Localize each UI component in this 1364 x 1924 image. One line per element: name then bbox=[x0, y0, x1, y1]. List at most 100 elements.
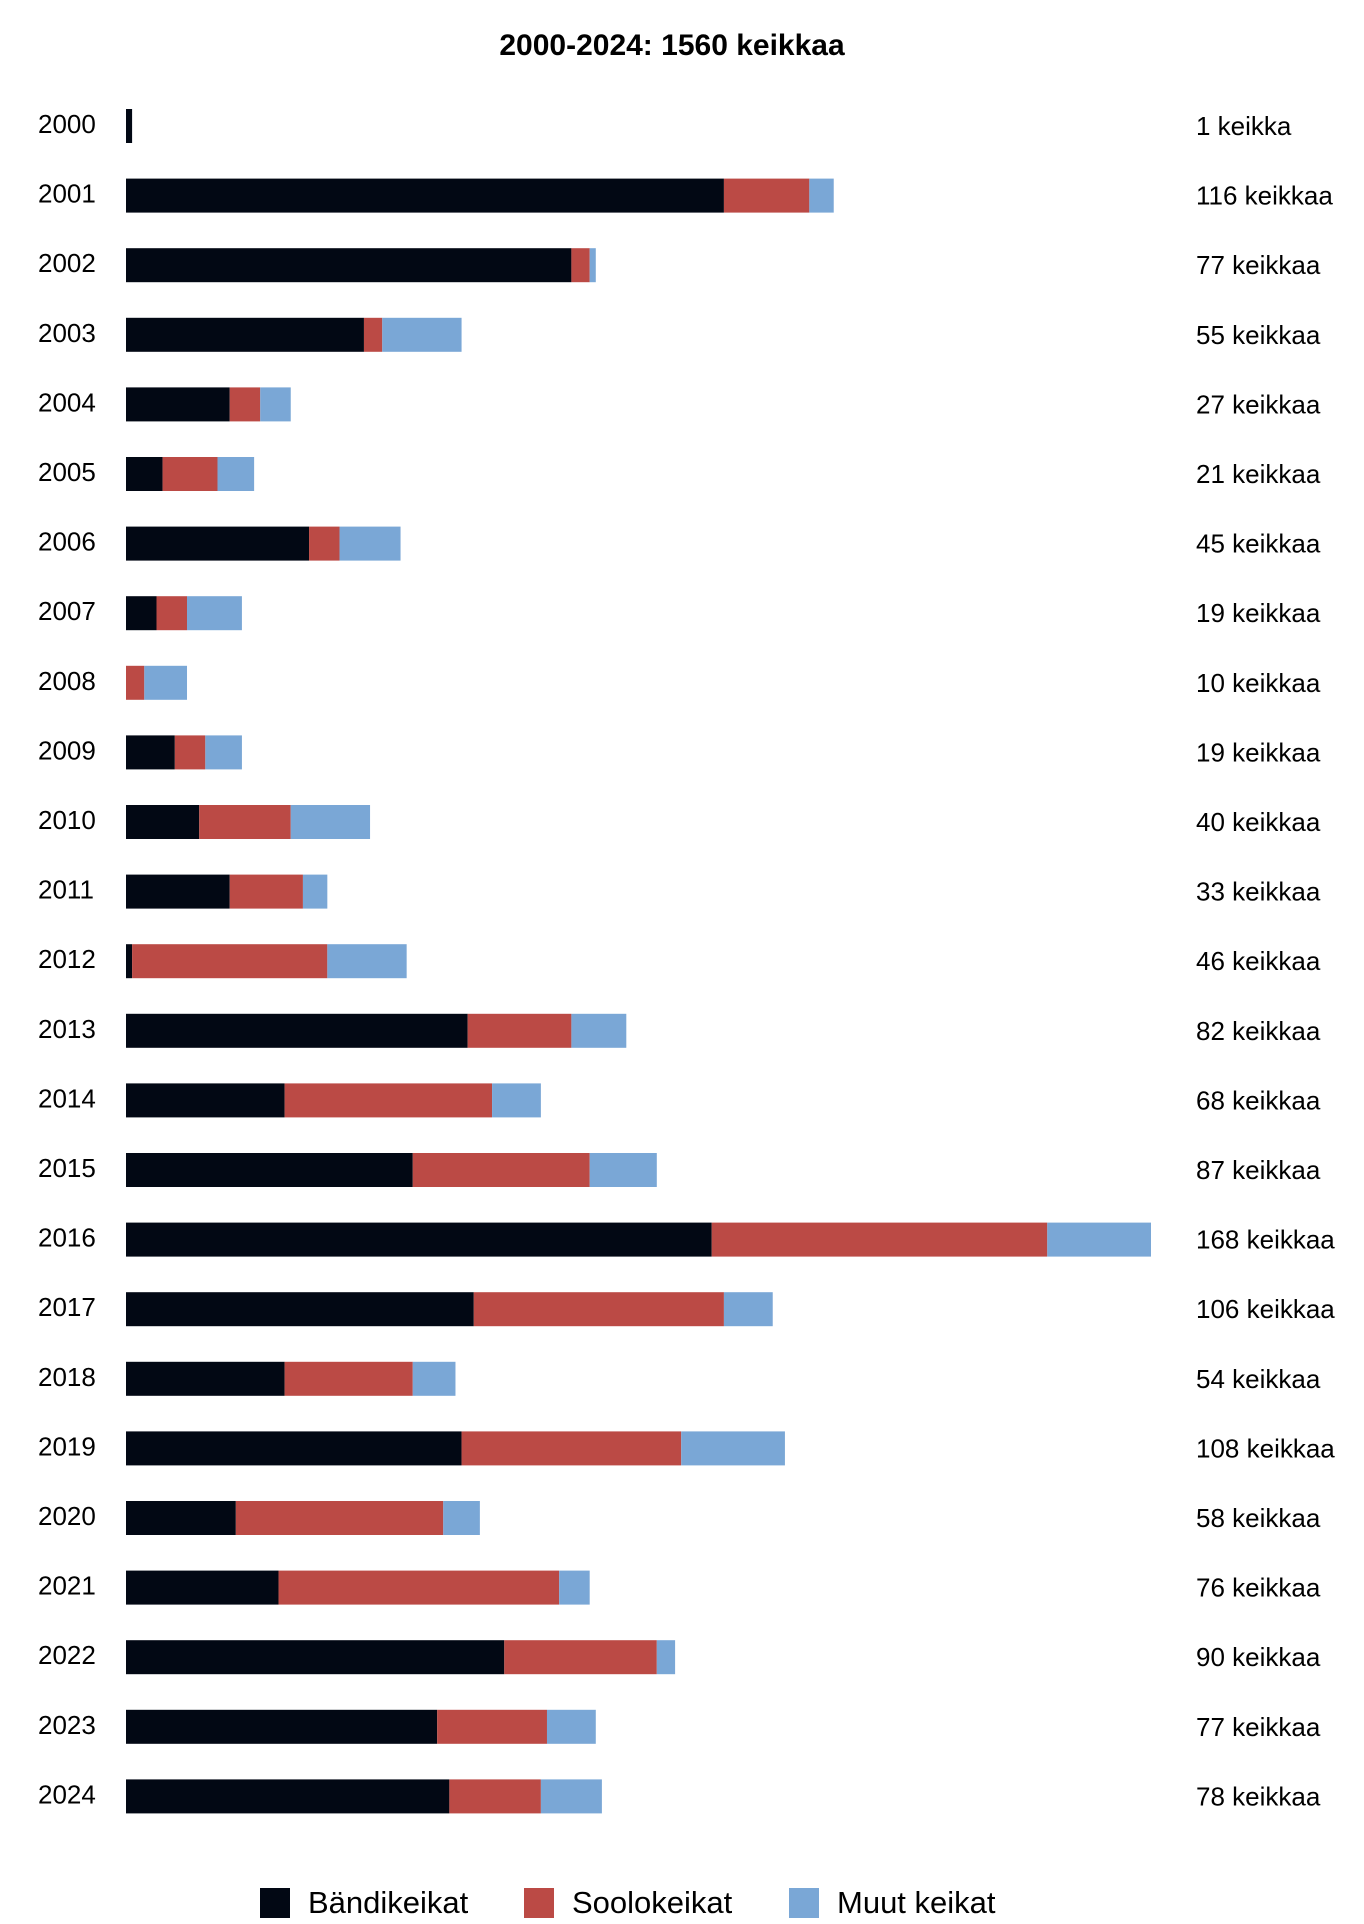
total-label: 76 keikkaa bbox=[1196, 1573, 1321, 1603]
bar-segment-soolokeikat bbox=[229, 874, 303, 909]
total-label: 21 keikkaa bbox=[1196, 459, 1321, 489]
year-label: 2004 bbox=[38, 387, 96, 417]
bar-segment-muut-keikat bbox=[327, 944, 407, 979]
bar-segment-b-ndikeikat bbox=[126, 1501, 236, 1535]
bar-segment-soolokeikat bbox=[284, 1083, 493, 1118]
bar-segment-muut-keikat bbox=[217, 457, 255, 491]
year-label: 2003 bbox=[38, 318, 96, 348]
bar-segment-soolokeikat bbox=[412, 1153, 590, 1187]
bar-segment-muut-keikat bbox=[302, 874, 328, 909]
bar-segment-muut-keikat bbox=[260, 387, 291, 422]
bar-row-2012: 2012 46 keikkaa bbox=[38, 944, 1321, 979]
bar-segment-soolokeikat bbox=[363, 317, 383, 352]
bar-row-2019: 2019 108 keikkaa bbox=[38, 1431, 1335, 1466]
bar-row-2003: 2003 55 keikkaa bbox=[38, 317, 1321, 352]
total-label: 77 keikkaa bbox=[1196, 1712, 1321, 1742]
total-label: 45 keikkaa bbox=[1196, 529, 1321, 559]
bar-segment-b-ndikeikat bbox=[126, 317, 364, 352]
bar-segment-b-ndikeikat bbox=[126, 248, 572, 283]
chart-rows: 2000 1 keikka 2001 116 keikkaa 2002 77 keikka… bbox=[38, 109, 1335, 1814]
bar-segment-b-ndikeikat bbox=[126, 1222, 712, 1257]
bar-segment-soolokeikat bbox=[278, 1570, 560, 1605]
year-label: 2013 bbox=[38, 1014, 96, 1044]
total-label: 87 keikkaa bbox=[1196, 1155, 1321, 1185]
year-label: 2023 bbox=[38, 1710, 96, 1740]
bar-segment-soolokeikat bbox=[437, 1709, 547, 1744]
bar-segment-muut-keikat bbox=[1047, 1222, 1151, 1257]
year-label: 2010 bbox=[38, 805, 96, 835]
legend-swatch bbox=[789, 1888, 819, 1918]
bar-row-2005: 2005 21 keikkaa bbox=[38, 457, 1321, 491]
bar-segment-soolokeikat bbox=[199, 805, 291, 839]
bar-row-2016: 2016 168 keikkaa bbox=[38, 1222, 1335, 1257]
year-label: 2021 bbox=[38, 1571, 96, 1601]
bar-row-2001: 2001 116 keikkaa bbox=[38, 178, 1333, 213]
bar-segment-b-ndikeikat bbox=[126, 457, 163, 491]
year-label: 2022 bbox=[38, 1640, 96, 1670]
bar-row-2021: 2021 76 keikkaa bbox=[38, 1570, 1321, 1605]
bar-segment-muut-keikat bbox=[339, 526, 401, 561]
year-label: 2002 bbox=[38, 248, 96, 278]
bar-row-2002: 2002 77 keikkaa bbox=[38, 248, 1321, 283]
bar-segment-b-ndikeikat bbox=[126, 1153, 413, 1187]
total-label: 77 keikkaa bbox=[1196, 250, 1321, 280]
total-label: 68 keikkaa bbox=[1196, 1085, 1321, 1115]
bar-segment-b-ndikeikat bbox=[126, 805, 200, 839]
bar-segment-muut-keikat bbox=[205, 735, 242, 770]
bar-row-2023: 2023 77 keikkaa bbox=[38, 1709, 1321, 1744]
year-label: 2001 bbox=[38, 179, 96, 209]
bar-segment-soolokeikat bbox=[473, 1292, 724, 1327]
bar-segment-soolokeikat bbox=[461, 1431, 682, 1466]
bar-segment-soolokeikat bbox=[571, 248, 590, 283]
legend: Bändikeikat Soolokeikat Muut keikat bbox=[260, 1885, 996, 1920]
bar-row-2006: 2006 45 keikkaa bbox=[38, 526, 1321, 561]
bar-row-2000: 2000 1 keikka bbox=[38, 109, 1292, 143]
bar-segment-b-ndikeikat bbox=[126, 874, 230, 909]
bar-segment-muut-keikat bbox=[443, 1501, 480, 1535]
bar-row-2004: 2004 27 keikkaa bbox=[38, 387, 1321, 422]
bar-segment-muut-keikat bbox=[492, 1083, 541, 1118]
year-label: 2000 bbox=[38, 109, 96, 139]
year-label: 2016 bbox=[38, 1223, 96, 1253]
year-label: 2020 bbox=[38, 1501, 96, 1531]
year-label: 2019 bbox=[38, 1431, 96, 1461]
bar-segment-b-ndikeikat bbox=[126, 1292, 474, 1327]
year-label: 2018 bbox=[38, 1362, 96, 1392]
total-label: 168 keikkaa bbox=[1196, 1225, 1335, 1255]
bar-segment-muut-keikat bbox=[571, 1013, 627, 1048]
bar-segment-muut-keikat bbox=[589, 1153, 657, 1187]
bar-segment-b-ndikeikat bbox=[126, 1779, 450, 1814]
total-label: 55 keikkaa bbox=[1196, 320, 1321, 350]
bar-segment-b-ndikeikat bbox=[126, 526, 310, 561]
bar-segment-soolokeikat bbox=[174, 735, 206, 770]
bar-segment-soolokeikat bbox=[449, 1779, 541, 1814]
bar-segment-muut-keikat bbox=[382, 317, 462, 352]
total-label: 46 keikkaa bbox=[1196, 946, 1321, 976]
bar-segment-soolokeikat bbox=[723, 178, 810, 213]
year-label: 2017 bbox=[38, 1292, 96, 1322]
bar-segment-soolokeikat bbox=[711, 1222, 1048, 1257]
bar-segment-b-ndikeikat bbox=[126, 944, 133, 979]
bar-segment-b-ndikeikat bbox=[126, 596, 157, 631]
bar-segment-soolokeikat bbox=[504, 1640, 657, 1675]
total-label: 106 keikkaa bbox=[1196, 1294, 1335, 1324]
bar-segment-soolokeikat bbox=[229, 387, 261, 422]
bar-row-2024: 2024 78 keikkaa bbox=[38, 1779, 1321, 1814]
bar-row-2011: 2011 33 keikkaa bbox=[38, 874, 1321, 909]
total-label: 33 keikkaa bbox=[1196, 877, 1321, 907]
bar-segment-soolokeikat bbox=[235, 1501, 444, 1535]
bar-row-2015: 2015 87 keikkaa bbox=[38, 1153, 1321, 1187]
year-label: 2024 bbox=[38, 1779, 96, 1809]
bar-segment-b-ndikeikat bbox=[126, 387, 230, 422]
bar-segment-soolokeikat bbox=[467, 1013, 572, 1048]
total-label: 108 keikkaa bbox=[1196, 1433, 1335, 1463]
legend-item: Bändikeikat bbox=[260, 1885, 469, 1920]
bar-segment-soolokeikat bbox=[309, 526, 340, 561]
bar-row-2018: 2018 54 keikkaa bbox=[38, 1361, 1321, 1396]
total-label: 10 keikkaa bbox=[1196, 668, 1321, 698]
bar-segment-b-ndikeikat bbox=[126, 109, 133, 143]
total-label: 116 keikkaa bbox=[1196, 181, 1333, 211]
bar-segment-muut-keikat bbox=[656, 1640, 676, 1675]
bar-row-2010: 2010 40 keikkaa bbox=[38, 805, 1321, 839]
